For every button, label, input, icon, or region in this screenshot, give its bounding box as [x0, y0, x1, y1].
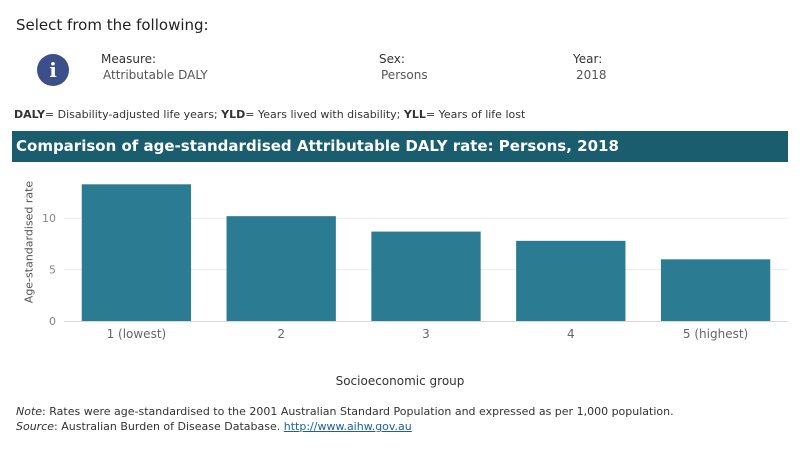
source-label: Source: [16, 420, 55, 433]
x-tick-label: 5 (highest): [683, 327, 748, 341]
measure-label: Measure:: [101, 52, 157, 66]
y-tick-label: 0: [49, 315, 56, 328]
footnote-source: Source: Australian Burden of Disease Dat…: [16, 420, 412, 433]
footnote-note: Note: Rates were age-standardised to the…: [16, 405, 674, 418]
source-text: : Australian Burden of Disease Database.: [54, 420, 284, 433]
daly-text: = Disability-adjusted life years;: [44, 108, 222, 121]
bar: [516, 240, 626, 321]
source-link[interactable]: http://www.aihw.gov.au: [283, 420, 412, 433]
info-icon[interactable]: i: [37, 54, 69, 86]
bar: [371, 231, 481, 321]
yld-text: = Years lived with disability;: [245, 108, 404, 121]
y-tick-label: 10: [42, 212, 56, 225]
yll-key: YLL: [403, 108, 426, 121]
bar: [226, 216, 336, 321]
chart-title: Comparison of age-standardised Attributa…: [12, 131, 788, 162]
measure-value[interactable]: Attributable DALY: [103, 68, 208, 82]
y-tick-label: 5: [49, 264, 56, 277]
sex-label: Sex:: [379, 52, 405, 66]
x-tick-label: 3: [422, 327, 430, 341]
year-label: Year:: [573, 52, 603, 66]
x-tick-label: 4: [567, 327, 575, 341]
page-title: Select from the following:: [16, 16, 209, 34]
x-tick-label: 2: [277, 327, 285, 341]
year-value[interactable]: 2018: [576, 68, 607, 82]
bar: [81, 184, 192, 321]
x-tick-label: 1 (lowest): [107, 327, 167, 341]
note-text: : Rates were age-standardised to the 200…: [42, 405, 674, 418]
note-label: Note: [16, 405, 43, 418]
yll-text: = Years of life lost: [425, 108, 526, 121]
sex-value[interactable]: Persons: [381, 68, 428, 82]
yld-key: YLD: [221, 108, 246, 121]
daly-key: DALY: [14, 108, 45, 121]
abbreviations-legend: DALY= Disability-adjusted life years; YL…: [14, 108, 525, 121]
x-axis-title: Socioeconomic group: [335, 374, 465, 388]
bar: [660, 259, 771, 321]
